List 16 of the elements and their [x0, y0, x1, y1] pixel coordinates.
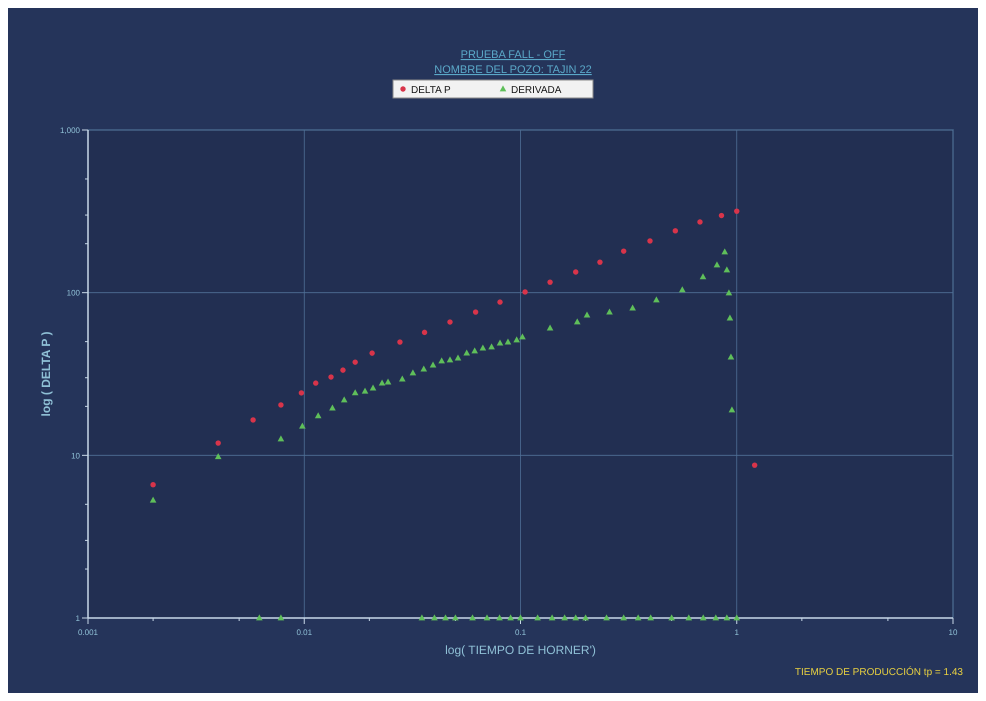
- y-tick-label: 100: [66, 288, 81, 298]
- chart-subtitle: NOMBRE DEL POZO: TAJIN 22: [434, 64, 592, 76]
- x-axis-title: log( TIEMPO DE HORNER'): [445, 643, 596, 657]
- x-tick-label: 0.01: [296, 628, 313, 637]
- text: TIEMPO DE PRODUCCIÓN tp = 1.43: [794, 666, 964, 678]
- y-tick-label: 1,000: [60, 126, 81, 135]
- x-tick-label: 1: [734, 628, 740, 637]
- y-axis-title: log ( DELTA P ): [39, 332, 53, 416]
- legend-label: DERIVADA: [511, 85, 562, 96]
- x-tick-label: 0.1: [514, 628, 527, 637]
- legend-label: DELTA P: [411, 85, 451, 96]
- chart-title: PRUEBA FALL - OFF: [460, 49, 566, 61]
- y-tick-label: 10: [71, 451, 81, 460]
- x-tick-label: 0.001: [78, 628, 99, 637]
- x-tick-label: 10: [948, 628, 958, 637]
- y-tick-label: 1: [76, 614, 81, 623]
